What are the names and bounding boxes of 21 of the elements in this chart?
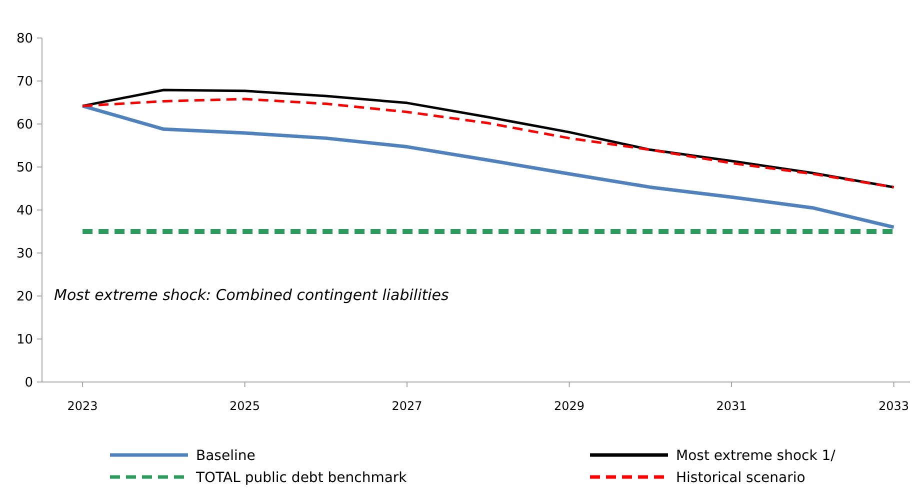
x-tick-label: 2023 xyxy=(67,399,98,413)
legend-label: TOTAL public debt benchmark xyxy=(195,470,408,486)
x-tick-label: 2027 xyxy=(392,399,422,413)
x-tick-label: 2025 xyxy=(230,399,260,413)
x-tick-label: 2029 xyxy=(554,399,585,413)
legend-label: Most extreme shock 1/ xyxy=(676,448,836,464)
x-tick-label: 2033 xyxy=(878,399,910,413)
y-tick-label: 20 xyxy=(16,290,33,305)
legend-label: Baseline xyxy=(196,448,256,464)
y-tick-label: 0 xyxy=(24,376,33,391)
x-tick-label: 2031 xyxy=(716,399,747,413)
line-series xyxy=(80,104,896,229)
y-tick-label: 10 xyxy=(16,332,33,348)
y-tick-label: 30 xyxy=(16,246,33,262)
y-tick-label: 60 xyxy=(16,118,33,133)
y-tick-label: 50 xyxy=(16,160,33,176)
y-tick-label: 70 xyxy=(16,74,33,90)
annotation: Most extreme shock: Combined contingent liabilities xyxy=(54,286,450,304)
legend-label: Historical scenario xyxy=(676,470,806,486)
y-tick-label: 80 xyxy=(16,32,33,47)
y-tick-label: 40 xyxy=(16,204,33,219)
